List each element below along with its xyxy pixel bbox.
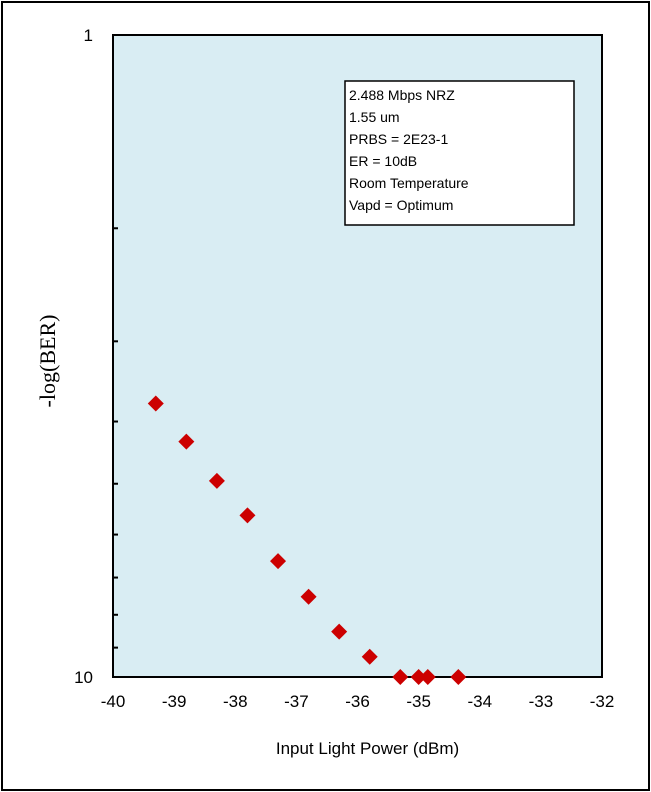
data-point-marker xyxy=(419,669,436,685)
data-point-marker xyxy=(300,588,317,605)
annotation-box: 2.488 Mbps NRZ 1.55 um PRBS = 2E23-1 ER = 1… xyxy=(344,80,575,226)
data-point-marker xyxy=(331,623,348,640)
x-tick-label: -39 xyxy=(162,692,187,711)
data-points xyxy=(147,395,467,685)
annotation-line: PRBS = 2E23-1 xyxy=(349,131,448,147)
annotation-line: ER = 10dB xyxy=(349,153,417,169)
x-axis-title: Input Light Power (dBm) xyxy=(276,739,459,758)
x-tick-label: -36 xyxy=(345,692,370,711)
y-tick-label: 1 xyxy=(84,26,93,45)
x-tick-label: -40 xyxy=(101,692,126,711)
data-point-marker xyxy=(270,553,287,570)
data-point-marker xyxy=(178,433,195,450)
data-point-marker xyxy=(208,472,225,489)
x-tick-label: -33 xyxy=(529,692,554,711)
data-point-marker xyxy=(239,507,256,524)
x-tick-label: -34 xyxy=(467,692,492,711)
x-tick-label: -38 xyxy=(223,692,248,711)
x-tick-label: -35 xyxy=(406,692,431,711)
x-axis: -40 -39 -38 -37 -36 -35 -34 -33 -32 xyxy=(101,692,615,711)
data-point-marker xyxy=(450,669,467,685)
x-tick-label: -32 xyxy=(590,692,615,711)
y-tick-label: 10 xyxy=(74,668,93,687)
data-point-marker xyxy=(361,648,378,665)
x-tick-label: -37 xyxy=(284,692,309,711)
ber-scatter-chart: 1 10 -40 -39 -38 -37 -36 -35 -34 -33 -32 2.488 Mb… xyxy=(35,26,615,758)
annotation-line: Vapd = Optimum xyxy=(349,197,453,213)
annotation-line: Room Temperature xyxy=(349,175,469,191)
data-point-marker xyxy=(147,395,164,412)
y-axis-title: -log(BER) xyxy=(35,315,60,408)
annotation-border xyxy=(344,80,575,226)
y-axis: 1 10 xyxy=(74,26,118,687)
annotation-line: 1.55 um xyxy=(349,109,400,125)
data-point-marker xyxy=(392,669,409,685)
annotation-line: 2.488 Mbps NRZ xyxy=(349,87,455,103)
data-point-marker xyxy=(410,669,427,685)
